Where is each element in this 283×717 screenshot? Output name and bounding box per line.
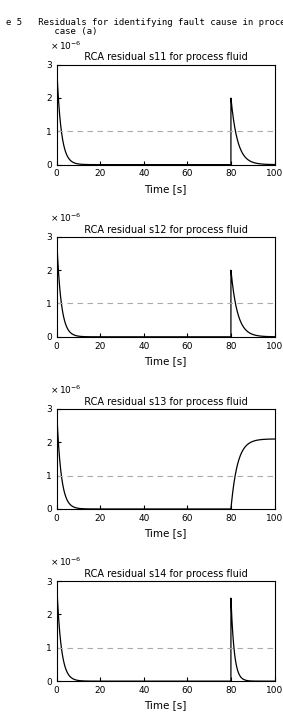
X-axis label: Time [s]: Time [s] [144,528,187,538]
Text: e 5   Residuals for identifying fault cause in process: e 5 Residuals for identifying fault caus… [6,18,283,27]
Text: RCA residual s11 for process fluid: RCA residual s11 for process fluid [78,52,248,62]
Text: $\times\,10^{-6}$: $\times\,10^{-6}$ [50,212,82,224]
Text: $\times\,10^{-6}$: $\times\,10^{-6}$ [50,39,82,52]
Text: case (a): case (a) [6,27,97,36]
X-axis label: Time [s]: Time [s] [144,701,187,711]
Text: $\times\,10^{-6}$: $\times\,10^{-6}$ [50,384,82,396]
X-axis label: Time [s]: Time [s] [144,356,187,366]
X-axis label: Time [s]: Time [s] [144,184,187,194]
Text: RCA residual s13 for process fluid: RCA residual s13 for process fluid [78,397,248,407]
Text: RCA residual s14 for process fluid: RCA residual s14 for process fluid [78,569,248,579]
Text: $\times\,10^{-6}$: $\times\,10^{-6}$ [50,556,82,568]
Text: RCA residual s12 for process fluid: RCA residual s12 for process fluid [78,224,248,234]
